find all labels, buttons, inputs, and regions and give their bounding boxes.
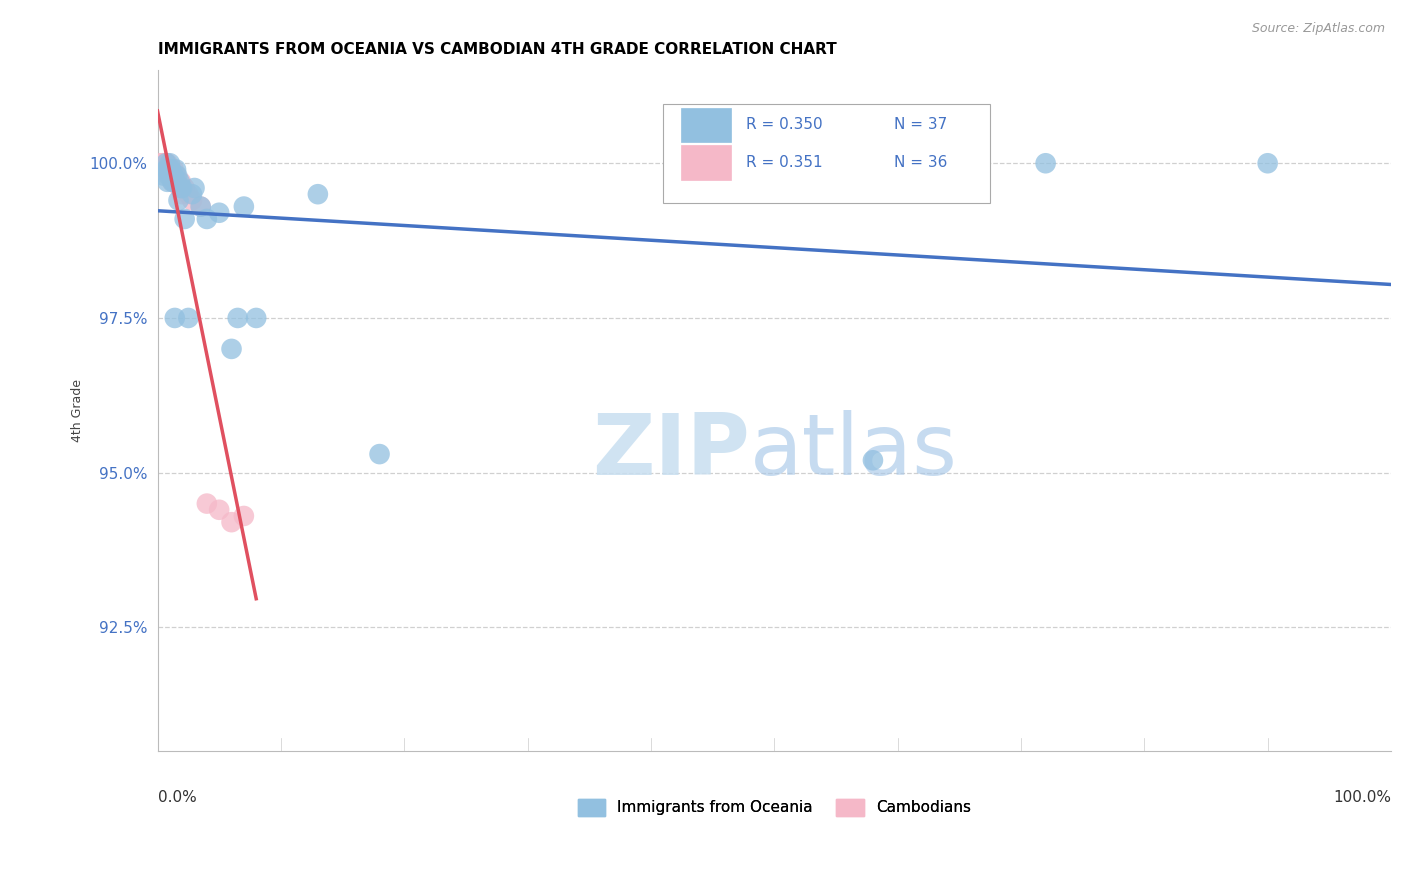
Point [155, 156, 177, 170]
Point [155, 162, 177, 177]
Point [157, 169, 180, 183]
Text: 100.0%: 100.0% [1333, 790, 1391, 805]
Point [156, 175, 179, 189]
Point [155, 156, 177, 170]
Point [195, 497, 218, 511]
Point [226, 310, 249, 325]
FancyBboxPatch shape [681, 145, 731, 179]
Text: 0.0%: 0.0% [157, 790, 197, 805]
Point [160, 162, 183, 177]
Point [1257, 156, 1279, 170]
Point [152, 169, 174, 183]
Point [232, 200, 254, 214]
Point [153, 162, 176, 177]
Point [245, 310, 267, 325]
Point [157, 162, 180, 177]
Text: N = 37: N = 37 [894, 118, 948, 132]
Point [160, 169, 183, 183]
Point [163, 310, 186, 325]
Point [190, 200, 212, 214]
Point [173, 211, 195, 226]
Point [162, 175, 184, 189]
Point [160, 162, 183, 177]
Point [167, 194, 190, 208]
Point [156, 162, 179, 177]
Point [177, 310, 200, 325]
Point [166, 169, 188, 183]
Text: ZIP: ZIP [592, 410, 749, 493]
Point [152, 162, 174, 177]
Point [156, 162, 179, 177]
Text: N = 36: N = 36 [894, 155, 948, 169]
Point [155, 162, 177, 177]
Text: R = 0.351: R = 0.351 [747, 155, 823, 169]
Point [173, 181, 195, 195]
Point [150, 162, 173, 177]
Point [159, 169, 181, 183]
Point [232, 508, 254, 523]
Point [208, 206, 231, 220]
Point [157, 169, 180, 183]
FancyBboxPatch shape [664, 104, 990, 203]
Point [190, 200, 212, 214]
Text: IMMIGRANTS FROM OCEANIA VS CAMBODIAN 4TH GRADE CORRELATION CHART: IMMIGRANTS FROM OCEANIA VS CAMBODIAN 4TH… [157, 42, 837, 57]
Point [221, 342, 243, 356]
Text: R = 0.350: R = 0.350 [747, 118, 823, 132]
Point [169, 181, 191, 195]
Point [170, 181, 193, 195]
Point [162, 175, 184, 189]
Text: atlas: atlas [749, 410, 957, 493]
Legend: Immigrants from Oceania, Cambodians: Immigrants from Oceania, Cambodians [572, 793, 977, 822]
Point [152, 162, 174, 177]
Point [862, 453, 884, 467]
Point [170, 175, 193, 189]
Point [183, 181, 205, 195]
Point [162, 162, 184, 177]
Point [166, 175, 188, 189]
Point [162, 175, 184, 189]
Point [156, 156, 179, 170]
Point [1035, 156, 1057, 170]
Y-axis label: 4th Grade: 4th Grade [72, 379, 84, 442]
Point [162, 169, 184, 183]
Point [195, 211, 218, 226]
Point [159, 156, 181, 170]
Point [181, 187, 204, 202]
Point [162, 175, 184, 189]
Point [149, 156, 172, 170]
FancyBboxPatch shape [681, 108, 731, 142]
Point [172, 181, 194, 195]
Point [169, 175, 191, 189]
Text: Source: ZipAtlas.com: Source: ZipAtlas.com [1251, 22, 1385, 36]
Point [152, 156, 174, 170]
Point [155, 156, 177, 170]
Point [162, 169, 184, 183]
Point [208, 503, 231, 517]
Point [159, 162, 181, 177]
Point [165, 169, 187, 183]
Point [177, 187, 200, 202]
Point [307, 187, 329, 202]
Point [165, 162, 187, 177]
Point [181, 194, 204, 208]
Point [221, 515, 243, 529]
Point [172, 187, 194, 202]
Point [159, 162, 181, 177]
Point [165, 175, 187, 189]
Point [152, 156, 174, 170]
Point [163, 169, 186, 183]
Point [153, 156, 176, 170]
Point [368, 447, 391, 461]
